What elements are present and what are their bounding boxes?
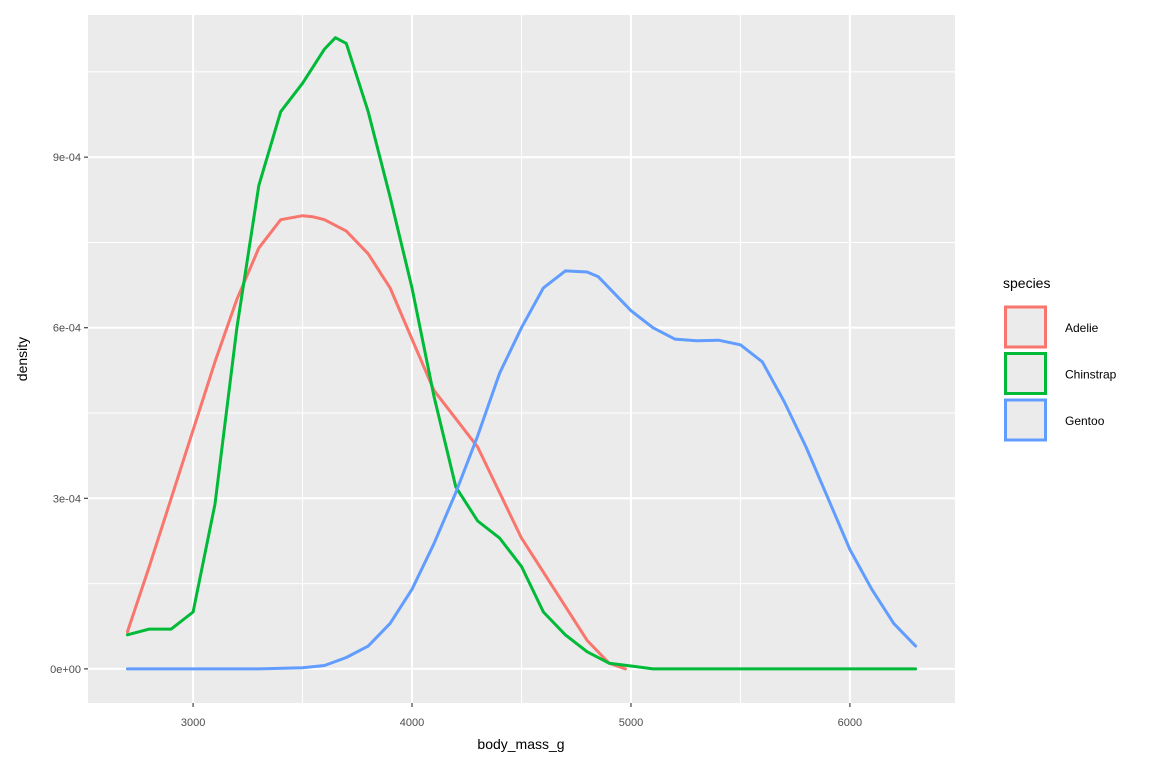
x-tick-label: 4000 [400,717,424,729]
y-tick-label: 0e+00 [50,664,81,676]
y-axis: 0e+00 3e-04 6e-04 9e-04 [50,152,88,676]
legend-label-adelie: Adelie [1065,321,1099,335]
y-tick-label: 3e-04 [53,493,81,505]
x-axis-title: body_mass_g [477,736,564,752]
legend-key-adelie [1004,305,1047,349]
legend-key-chinstrap [1004,352,1047,395]
series-layer [125,36,918,671]
x-tick-label: 3000 [181,717,205,729]
series-line-chinstrap [125,36,918,671]
y-axis-title: density [14,337,30,381]
legend-label-chinstrap: Chinstrap [1065,368,1117,382]
legend: species Adelie Chinstrap Gentoo [1003,275,1117,442]
x-tick-label: 5000 [619,717,643,729]
y-tick-label: 6e-04 [53,323,81,335]
minor-gridlines [88,15,955,703]
x-tick-label: 6000 [838,717,862,729]
series-line-adelie [125,214,627,671]
legend-label-gentoo: Gentoo [1065,414,1105,428]
legend-title: species [1003,275,1050,291]
legend-key-gentoo [1004,398,1047,442]
x-axis: 3000 4000 5000 6000 [181,703,862,729]
series-line-gentoo [125,269,918,671]
y-tick-label: 9e-04 [53,152,81,164]
